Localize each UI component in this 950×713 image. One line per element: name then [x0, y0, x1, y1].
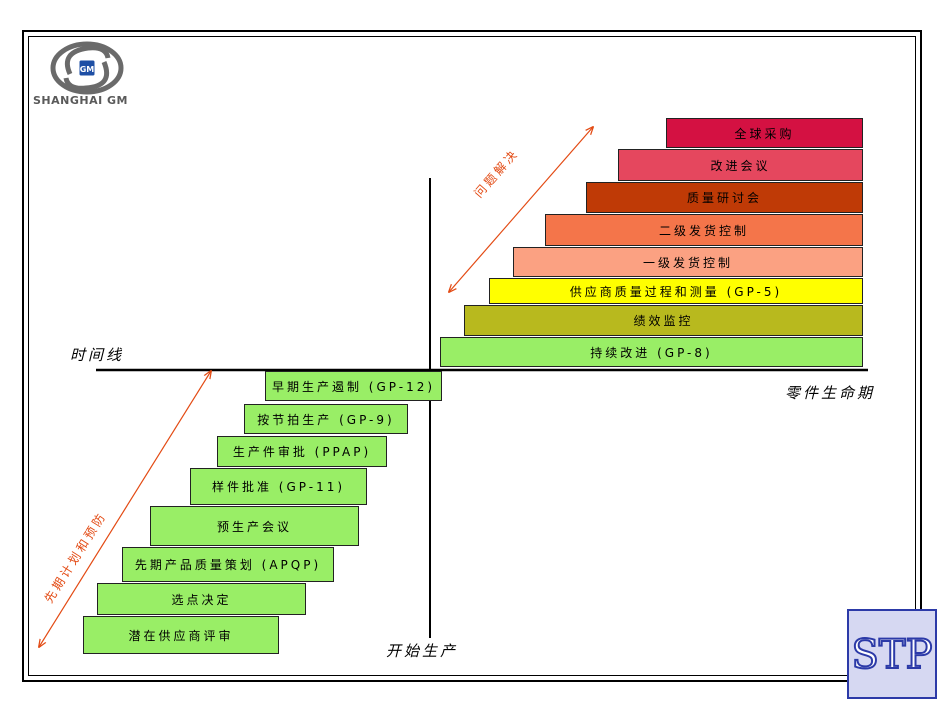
step-global-sourcing: 全球采购 — [666, 118, 863, 148]
step-cs1-control: 一级发货控制 — [513, 247, 863, 277]
slide-outer-frame — [22, 30, 922, 682]
step-prototype-approval: 样件批准 (GP-11) — [190, 468, 367, 505]
step-quality-seminar: 质量研讨会 — [586, 182, 863, 213]
step-apqp: 先期产品质量策划 (APQP) — [122, 547, 334, 582]
step-early-containment: 早期生产遏制 (GP-12) — [265, 371, 442, 401]
step-ppap: 生产件审批 (PPAP) — [217, 436, 387, 467]
step-sourcing-decision: 选点决定 — [97, 583, 306, 615]
start-production-label: 开始生产 — [386, 642, 459, 660]
step-preproduction-meeting: 预生产会议 — [150, 506, 359, 546]
step-supplier-assessment: 潜在供应商评审 — [83, 616, 279, 654]
timeline-label: 时间线 — [70, 346, 125, 364]
step-performance-monitoring: 绩效监控 — [464, 305, 863, 336]
slide-inner-frame — [28, 36, 916, 676]
company-name: SHANGHAI GM — [33, 94, 128, 107]
lifecycle-label: 零件生命期 — [785, 384, 876, 402]
step-improvement-meeting: 改进会议 — [618, 149, 863, 181]
step-cs2-control: 二级发货控制 — [545, 214, 863, 246]
step-continuous-improvement: 持续改进 (GP-8) — [440, 337, 863, 367]
step-run-at-rate: 按节拍生产 (GP-9) — [244, 404, 408, 434]
step-supplier-quality-measurement: 供应商质量过程和测量 (GP-5) — [489, 278, 863, 304]
